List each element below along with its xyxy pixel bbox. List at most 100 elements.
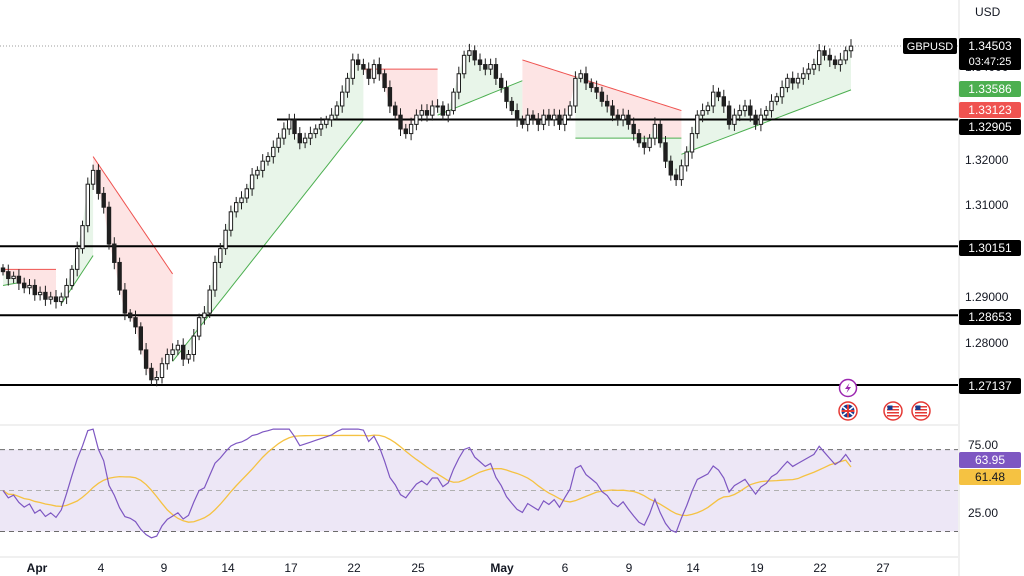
candle[interactable] [594,80,599,100]
candle[interactable] [318,117,324,137]
candle[interactable] [334,101,340,120]
candle[interactable] [122,283,128,321]
candle[interactable] [69,265,75,290]
candle[interactable] [589,78,594,93]
candle[interactable] [149,362,154,386]
price-label-level[interactable]: 1.32905 [959,119,1021,135]
candle[interactable] [827,48,832,67]
candle[interactable] [90,164,96,190]
candle[interactable] [758,108,764,132]
candle[interactable] [721,89,726,113]
candle[interactable] [281,122,287,145]
candle[interactable] [260,154,265,178]
price-label-red[interactable]: 1.33123 [959,102,1021,118]
candle[interactable] [663,136,668,168]
candle[interactable] [287,113,292,135]
candle[interactable] [276,132,281,153]
candle[interactable] [37,286,43,301]
candle[interactable] [848,39,854,58]
candle[interactable] [451,88,456,115]
candle[interactable] [196,313,202,341]
candle[interactable] [212,255,218,297]
candle[interactable] [552,108,557,127]
candle[interactable] [430,100,435,121]
candle[interactable] [175,340,181,356]
candle[interactable] [636,129,642,148]
events-layer[interactable] [838,378,931,421]
candle[interactable] [695,110,700,139]
candle[interactable] [753,109,758,130]
candle[interactable] [578,69,583,83]
candle[interactable] [716,87,721,102]
candle[interactable] [308,126,313,146]
candle[interactable] [234,196,239,218]
candle[interactable] [504,80,509,109]
candle[interactable] [138,322,144,355]
candle[interactable] [64,278,69,305]
candle[interactable] [75,241,80,277]
candle[interactable] [191,328,197,362]
candle[interactable] [790,71,795,90]
candle[interactable] [626,109,631,130]
candle[interactable] [647,134,652,152]
candle[interactable] [583,66,589,91]
candle[interactable] [689,126,695,159]
candle[interactable] [726,100,732,130]
candle[interactable] [525,108,530,132]
candle[interactable] [446,103,451,123]
candle[interactable] [170,343,175,362]
lightning-icon[interactable] [838,378,858,398]
candle[interactable] [6,264,11,286]
candle[interactable] [615,109,620,126]
candle[interactable] [244,183,250,203]
candle[interactable] [785,73,790,93]
candle[interactable] [769,94,774,118]
candle[interactable] [684,146,689,172]
candle[interactable] [605,94,610,113]
candle[interactable] [85,177,90,233]
candle[interactable] [239,191,244,210]
uk-flag-icon[interactable] [838,401,858,421]
candle[interactable] [143,342,149,376]
candle[interactable] [271,140,276,164]
price-label-level[interactable]: 1.28653 [959,309,1021,325]
candle[interactable] [700,103,705,123]
price-label-level[interactable]: 1.27137 [959,378,1021,394]
candle[interactable] [599,86,605,107]
candle[interactable] [456,66,462,100]
candle[interactable] [297,127,303,150]
candle[interactable] [483,58,488,76]
candle[interactable] [302,132,308,149]
candle[interactable] [265,152,271,166]
candle[interactable] [493,57,499,85]
price-label-level[interactable]: 1.30151 [959,240,1021,256]
candle[interactable] [673,168,679,186]
us-flag-icon[interactable] [883,401,903,421]
candle[interactable] [154,370,159,387]
candle[interactable] [419,104,424,122]
price-label-last[interactable]: 1.34503 03:47:25 [959,38,1021,70]
candle[interactable] [806,62,811,80]
candle[interactable] [133,310,138,334]
candle[interactable] [658,119,663,148]
candle[interactable] [642,135,647,155]
candle[interactable] [737,104,742,122]
candle[interactable] [181,338,186,367]
candle[interactable] [822,45,827,61]
rsi-ma-value-label[interactable]: 61.48 [959,469,1021,485]
candle[interactable] [159,357,165,384]
candle[interactable] [80,220,85,254]
candle[interactable] [843,46,848,65]
candle[interactable] [382,69,387,92]
candle[interactable] [732,108,737,131]
candle[interactable] [218,242,223,269]
candle[interactable] [679,159,684,186]
candles-layer[interactable] [0,39,854,387]
candle[interactable] [620,108,626,127]
candle[interactable] [514,103,520,127]
rsi-value-label[interactable]: 63.95 [959,452,1021,468]
candle[interactable] [16,269,22,291]
candle[interactable] [557,109,562,130]
candle[interactable] [838,52,843,72]
